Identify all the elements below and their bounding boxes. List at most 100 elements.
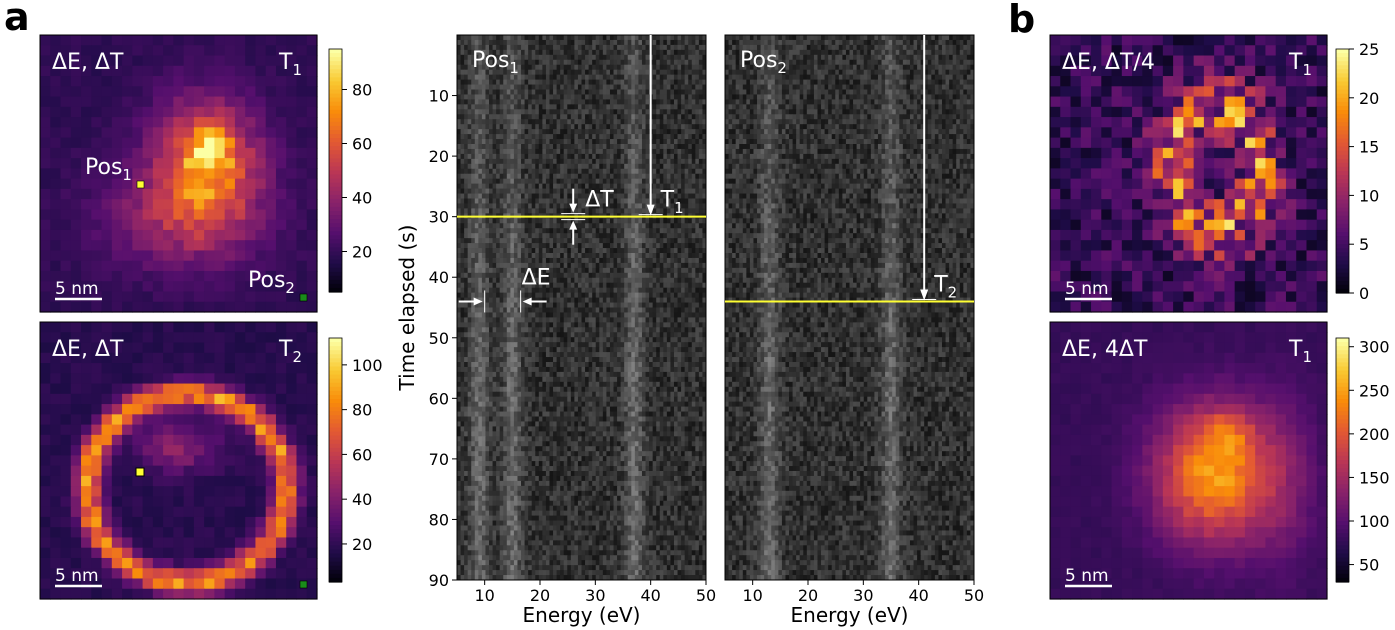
map-pixel xyxy=(276,404,287,415)
spectrum-pixel xyxy=(699,40,703,45)
spectrum-pixel xyxy=(464,80,468,85)
spectrum-pixel xyxy=(564,263,568,268)
spectrum-pixel xyxy=(542,203,546,208)
spectrum-pixel xyxy=(589,174,593,179)
spectrum-pixel xyxy=(656,268,660,273)
map-pixel xyxy=(184,220,195,231)
map-pixel xyxy=(40,107,51,118)
colorbar-step xyxy=(329,284,342,289)
map-pixel xyxy=(307,168,318,179)
spectrum-pixel xyxy=(635,90,639,95)
spectrum-pixel xyxy=(461,65,465,70)
spectrum-pixel xyxy=(695,233,699,238)
map-pixel xyxy=(71,425,82,436)
spectrum-pixel xyxy=(496,90,500,95)
spectrum-pixel xyxy=(567,258,571,263)
map-pixel xyxy=(225,332,236,343)
spectrum-pixel xyxy=(699,258,703,263)
spectrum-pixel xyxy=(496,80,500,85)
spectrum-pixel xyxy=(614,104,618,109)
spectrum-pixel xyxy=(653,169,657,174)
map-pixel xyxy=(307,302,318,313)
spectrum-pixel xyxy=(663,45,667,50)
spectrum-pixel xyxy=(507,144,511,149)
spectrum-pixel xyxy=(475,104,479,109)
spectrum-pixel xyxy=(628,253,632,258)
map-pixel xyxy=(143,578,154,589)
spectrum-pixel xyxy=(528,248,532,253)
spectrum-pixel xyxy=(521,243,525,248)
map-pixel xyxy=(235,363,246,374)
spectrum-pixel xyxy=(685,159,689,164)
spectrum-pixel xyxy=(670,109,674,114)
spectrum-pixel xyxy=(525,144,529,149)
colorbar-step xyxy=(329,460,342,465)
spectrum-pixel xyxy=(528,99,532,104)
spectrum-pixel xyxy=(699,233,703,238)
spectrum-pixel xyxy=(674,238,678,243)
map-pixel xyxy=(266,496,277,507)
spectrum-pixel xyxy=(628,258,632,263)
spectrum-pixel xyxy=(695,75,699,80)
spectrum-pixel xyxy=(553,154,557,159)
spectrum-pixel xyxy=(638,263,642,268)
spectrum-pixel xyxy=(564,45,568,50)
map-pixel xyxy=(122,271,133,282)
map-pixel xyxy=(50,117,61,128)
spectrum-pixel xyxy=(500,159,504,164)
map-pixel xyxy=(153,291,164,302)
spectrum-pixel xyxy=(635,228,639,233)
spectrum-pixel xyxy=(528,233,532,238)
spectrum-pixel xyxy=(678,228,682,233)
spectrum-pixel xyxy=(500,104,504,109)
spectrum-pixel xyxy=(663,134,667,139)
spectrum-pixel xyxy=(535,258,539,263)
spectrum-pixel xyxy=(496,248,500,253)
map-pixel xyxy=(214,127,225,138)
spectrum-pixel xyxy=(574,139,578,144)
map-pixel xyxy=(132,373,143,384)
spectrum-pixel xyxy=(631,248,635,253)
colorbar-step xyxy=(329,179,342,184)
spectrum-pixel xyxy=(603,80,607,85)
map-pixel xyxy=(214,404,225,415)
spectrum-pixel xyxy=(642,119,646,124)
spectrum-pixel xyxy=(546,80,550,85)
colorbar-step xyxy=(329,488,342,493)
spectrum-pixel xyxy=(628,80,632,85)
spectrum-pixel xyxy=(681,70,685,75)
colorbar-step xyxy=(329,203,342,208)
spectrum-pixel xyxy=(592,164,596,169)
spectrum-pixel xyxy=(678,164,682,169)
map-pixel xyxy=(143,568,154,579)
spectrum-pixel xyxy=(695,55,699,60)
spectrum-pixel xyxy=(457,258,461,263)
spectrum-pixel xyxy=(621,144,625,149)
map-pixel xyxy=(266,517,277,528)
spectrum-pixel xyxy=(585,174,589,179)
spectrum-pixel xyxy=(606,258,610,263)
colorbar-step xyxy=(329,505,342,510)
spectrum-pixel xyxy=(461,203,465,208)
spectrum-pixel xyxy=(514,99,518,104)
map-pixel xyxy=(235,568,246,579)
spectrum-pixel xyxy=(539,40,543,45)
spectrum-pixel xyxy=(557,85,561,90)
spectrum-pixel xyxy=(532,94,536,99)
map-pixel xyxy=(122,127,133,138)
map-pixel xyxy=(71,209,82,220)
spectrum-pixel xyxy=(699,94,703,99)
spectrum-pixel xyxy=(521,35,525,40)
spectrum-pixel xyxy=(542,139,546,144)
map-pixel xyxy=(214,168,225,179)
spectrum-pixel xyxy=(646,109,650,114)
map-pixel xyxy=(235,35,246,46)
spectrum-pixel xyxy=(507,134,511,139)
spectrum-pixel xyxy=(667,114,671,119)
map-pixel xyxy=(163,455,174,466)
spectrum-pixel xyxy=(678,60,682,65)
spectrum-pixel xyxy=(663,114,667,119)
map-pixel xyxy=(296,486,307,497)
spectrum-pixel xyxy=(638,194,642,199)
spectrum-pixel xyxy=(567,263,571,268)
